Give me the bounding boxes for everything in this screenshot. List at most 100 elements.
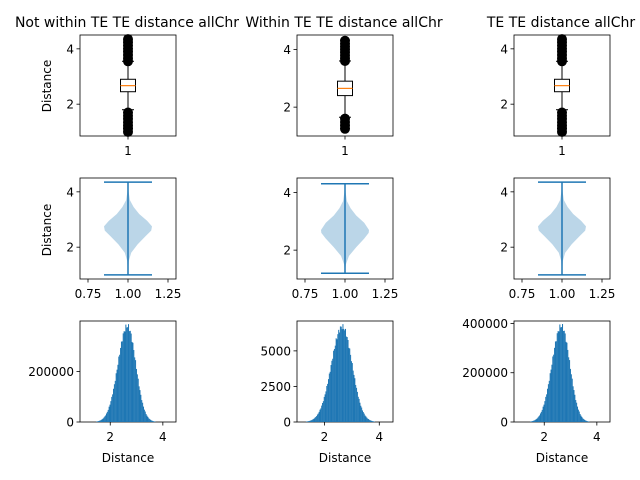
hist-bar-2-36 bbox=[333, 350, 335, 422]
hist-bar-2-78 bbox=[368, 419, 370, 422]
hist-bar-2-13 bbox=[313, 418, 315, 422]
hist-xlabel-3: Distance bbox=[536, 451, 588, 465]
hist-bar-2-83 bbox=[373, 421, 375, 422]
hist-xlabel-1: Distance bbox=[102, 451, 154, 465]
hist-bar-3-53 bbox=[564, 333, 566, 422]
outlier-3-low-6 bbox=[557, 107, 567, 118]
hist-bar-3-58 bbox=[569, 360, 571, 422]
hist-bar-2-8 bbox=[309, 420, 311, 422]
hist-bar-1-72 bbox=[147, 416, 149, 422]
hist-bar-2-24 bbox=[322, 401, 324, 422]
hist-bar-2-5 bbox=[306, 421, 308, 422]
hist-bar-3-73 bbox=[582, 418, 584, 422]
y-tick-label-box3-0: 2 bbox=[500, 98, 508, 112]
y-tick-label-hist-3-0: 0 bbox=[500, 416, 508, 430]
hist-bar-3-32 bbox=[546, 394, 548, 422]
hist-bar-2-61 bbox=[354, 378, 356, 422]
hist-bar-2-69 bbox=[361, 407, 363, 422]
hist-bar-3-45 bbox=[557, 331, 559, 422]
y-tick-label-box1-0: 2 bbox=[66, 98, 74, 112]
hist-bar-1-34 bbox=[113, 384, 115, 422]
hist-bar-2-51 bbox=[345, 336, 347, 422]
hist-bar-2-82 bbox=[372, 421, 374, 422]
hist-bar-3-29 bbox=[543, 404, 545, 422]
hist-bar-2-49 bbox=[344, 330, 346, 422]
hist-bar-1-68 bbox=[143, 409, 145, 422]
y-tick-label-hist-1-0: 0 bbox=[66, 416, 74, 430]
hist-bar-1-33 bbox=[113, 388, 115, 422]
hist-bar-3-59 bbox=[569, 368, 571, 422]
hist-bar-3-25 bbox=[539, 413, 542, 422]
hist-bar-2-39 bbox=[335, 338, 337, 422]
hist-bar-2-58 bbox=[351, 363, 353, 422]
hist-bar-1-77 bbox=[151, 420, 153, 422]
hist-bar-1-62 bbox=[138, 386, 140, 422]
hist-bar-3-56 bbox=[567, 349, 569, 422]
hist-bar-2-25 bbox=[323, 396, 325, 422]
hist-bar-3-44 bbox=[556, 333, 558, 422]
hist-bar-2-71 bbox=[362, 412, 364, 422]
hist-bar-2-32 bbox=[329, 371, 331, 422]
hist-bar-3-24 bbox=[539, 415, 541, 422]
hist-xlabel-2: Distance bbox=[319, 451, 371, 465]
hist-bar-1-70 bbox=[145, 414, 147, 422]
hist-bar-3-15 bbox=[531, 421, 533, 422]
hist-bar-2-22 bbox=[321, 405, 323, 422]
hist-bar-1-49 bbox=[127, 327, 129, 422]
hist-bar-2-77 bbox=[367, 419, 369, 422]
hist-bar-2-50 bbox=[345, 328, 347, 422]
y-tick-label-violin2-0: 2 bbox=[283, 244, 291, 258]
hist-bar-3-37 bbox=[550, 369, 552, 422]
hist-bar-1-58 bbox=[135, 360, 137, 422]
hist-bar-2-30 bbox=[327, 379, 329, 422]
hist-bar-2-26 bbox=[324, 394, 326, 422]
hist-bar-1-56 bbox=[133, 350, 135, 422]
hist-bar-1-55 bbox=[132, 342, 134, 422]
hist-bar-2-33 bbox=[330, 365, 332, 422]
hist-bar-1-52 bbox=[129, 330, 131, 422]
hist-bar-3-77 bbox=[585, 420, 587, 422]
hist-bar-1-24 bbox=[105, 415, 107, 422]
hist-bar-3-38 bbox=[551, 364, 553, 422]
hist-bar-1-29 bbox=[109, 404, 111, 422]
hist-bar-1-65 bbox=[141, 400, 143, 422]
hist-bar-1-76 bbox=[150, 420, 152, 422]
hist-bar-3-35 bbox=[548, 380, 550, 422]
outlier-2-high-7 bbox=[340, 35, 350, 46]
hist-bar-2-73 bbox=[364, 415, 366, 422]
hist-bar-3-72 bbox=[581, 416, 583, 422]
hist-bar-1-51 bbox=[128, 331, 130, 422]
hist-bar-3-31 bbox=[545, 396, 547, 422]
hist-bar-3-27 bbox=[541, 409, 543, 422]
x-tick-label-hist-2-0: 2 bbox=[321, 430, 329, 444]
hist-bar-2-27 bbox=[325, 391, 327, 422]
hist-bar-1-17 bbox=[98, 420, 100, 422]
outlier-2-low-3 bbox=[340, 113, 350, 124]
hist-bar-1-28 bbox=[108, 406, 110, 422]
hist-bar-2-65 bbox=[357, 396, 359, 422]
x-tick-label-violin-1-2: 1.25 bbox=[155, 287, 182, 301]
hist-bar-3-41 bbox=[554, 347, 556, 422]
hist-bar-2-31 bbox=[328, 373, 330, 422]
hist-bar-1-40 bbox=[119, 354, 121, 422]
hist-bar-3-70 bbox=[579, 414, 581, 422]
outlier-1-low-6 bbox=[123, 107, 133, 118]
hist-bar-1-57 bbox=[134, 357, 136, 422]
hist-bar-2-80 bbox=[370, 420, 372, 422]
hist-bar-3-66 bbox=[576, 402, 578, 422]
hist-bar-3-18 bbox=[533, 420, 535, 422]
hist-bar-2-28 bbox=[326, 385, 328, 422]
x-tick-label-violin-1-0: 0.75 bbox=[75, 287, 102, 301]
hist-bar-3-60 bbox=[570, 374, 572, 422]
x-tick-label-box-2: 1 bbox=[341, 144, 349, 158]
hist-bar-2-72 bbox=[363, 413, 365, 422]
hist-bar-1-74 bbox=[149, 419, 151, 422]
hist-bar-3-22 bbox=[537, 417, 539, 422]
hist-bar-2-7 bbox=[308, 421, 310, 422]
hist-bar-1-73 bbox=[148, 418, 150, 422]
x-tick-label-hist-2-1: 4 bbox=[375, 430, 383, 444]
hist-bar-3-28 bbox=[542, 406, 544, 422]
hist-bar-1-18 bbox=[99, 420, 101, 422]
hist-bar-1-69 bbox=[144, 411, 146, 422]
